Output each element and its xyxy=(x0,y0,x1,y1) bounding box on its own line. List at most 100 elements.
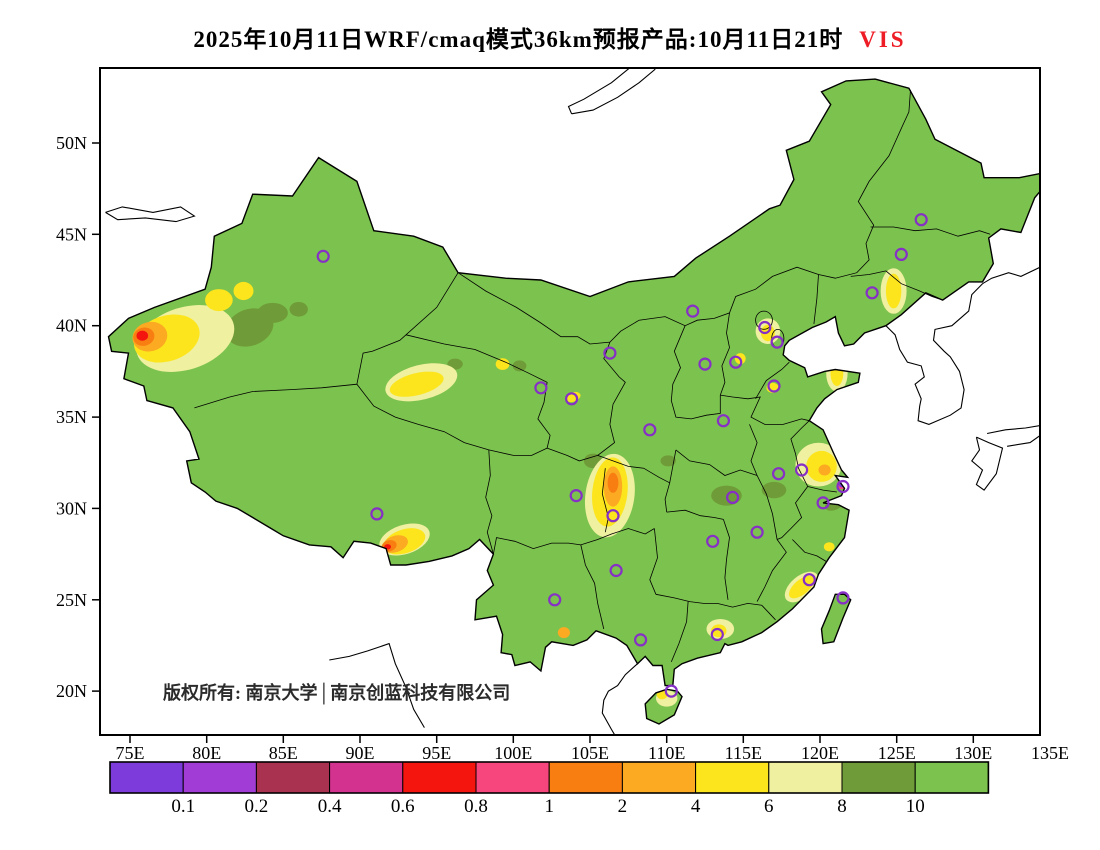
colorbar-segment xyxy=(402,761,477,794)
colorbar-segment xyxy=(768,761,843,794)
lon-label: 85E xyxy=(269,743,298,763)
colorbar-label: 8 xyxy=(837,796,847,817)
lon-label: 95E xyxy=(422,743,451,763)
colorbar-label: 2 xyxy=(618,796,628,817)
province-border xyxy=(807,486,837,493)
lat-label: 45N xyxy=(56,224,87,244)
map-canvas xyxy=(105,68,1040,735)
city-marker xyxy=(643,423,657,437)
city-marker xyxy=(770,335,784,349)
coastline xyxy=(1007,434,1040,447)
province-border xyxy=(457,89,911,345)
city-marker xyxy=(750,525,764,539)
coastline xyxy=(885,283,983,425)
province-border xyxy=(405,334,598,462)
city-marker xyxy=(802,573,816,587)
vis-patch xyxy=(257,302,288,323)
city-marker xyxy=(609,563,623,578)
colorbar-label: 0.2 xyxy=(245,796,269,817)
province-border xyxy=(723,519,730,600)
colorbar-segment xyxy=(255,761,331,794)
landmass xyxy=(108,79,1040,686)
country-border xyxy=(107,78,1040,687)
coastline xyxy=(982,266,1040,285)
colorbar-segment xyxy=(475,761,550,794)
city-marker xyxy=(706,534,720,548)
province-border xyxy=(720,394,810,425)
vis-patch xyxy=(607,472,619,493)
city-marker xyxy=(534,381,548,395)
colorbar-label: 0.4 xyxy=(318,796,342,817)
province-border xyxy=(719,312,730,396)
map-frame xyxy=(99,67,1041,736)
coastline xyxy=(601,663,638,735)
vis-patch xyxy=(818,464,831,476)
vis-patch xyxy=(389,371,444,397)
city-marker xyxy=(767,379,781,393)
province-border xyxy=(756,475,778,540)
province-border xyxy=(493,528,655,555)
city-marker xyxy=(569,489,583,503)
lat-label: 20N xyxy=(56,681,87,701)
colorbar-segment xyxy=(695,761,770,794)
colorbar-segment xyxy=(548,761,623,794)
lon-label: 120E xyxy=(801,743,839,763)
province-border xyxy=(670,601,689,663)
vis-patch xyxy=(289,302,308,317)
city-marker xyxy=(633,633,648,647)
coastline xyxy=(329,642,425,728)
vis-patch xyxy=(660,455,676,467)
vis-patch xyxy=(656,690,668,700)
city-marker xyxy=(698,357,712,371)
city-marker xyxy=(606,509,620,523)
province-border xyxy=(850,270,943,301)
city-marker xyxy=(710,627,724,642)
vis-patch xyxy=(205,289,233,312)
vis-patch xyxy=(830,360,844,387)
colorbar-label: 10 xyxy=(906,796,925,817)
city-marker xyxy=(894,247,908,261)
colorbar-segment xyxy=(621,761,697,794)
city-marker xyxy=(603,346,617,360)
country-border xyxy=(644,688,683,725)
province-border xyxy=(756,539,787,602)
visibility-field-layer xyxy=(132,268,907,707)
vis-patch xyxy=(557,627,571,639)
city-marker xyxy=(686,304,700,318)
city-marker xyxy=(548,593,562,607)
province-border xyxy=(792,539,827,562)
city-marker xyxy=(716,414,731,428)
lon-label: 105E xyxy=(571,743,609,763)
province-border xyxy=(870,226,991,237)
colorbar-segment xyxy=(329,761,404,794)
city-marker xyxy=(816,496,830,510)
province-border xyxy=(749,424,758,476)
colorbar-segment xyxy=(109,761,184,794)
province-border xyxy=(601,468,609,533)
city-marker-layer xyxy=(316,213,928,698)
lon-label: 75E xyxy=(116,743,145,763)
province-border xyxy=(664,482,671,513)
province-border xyxy=(655,593,776,621)
foreign-coastline-layer xyxy=(105,68,1040,735)
lat-label: 30N xyxy=(56,498,87,518)
city-marker xyxy=(794,463,809,477)
lon-label: 135E xyxy=(1031,743,1069,763)
colorbar-label: 0.8 xyxy=(464,796,488,817)
landmass xyxy=(821,594,851,644)
province-border xyxy=(675,449,758,476)
lat-label: 50N xyxy=(56,133,87,153)
province-border xyxy=(670,325,721,420)
city-marker xyxy=(729,355,743,369)
lon-label: 90E xyxy=(346,743,375,763)
city-marker xyxy=(316,249,330,263)
country-border xyxy=(820,593,852,645)
lon-label: 130E xyxy=(954,743,992,763)
lon-label: 80E xyxy=(192,743,221,763)
city-marker xyxy=(664,684,678,698)
lon-label: 100E xyxy=(494,743,532,763)
province-border xyxy=(603,341,626,405)
lat-label: 40N xyxy=(56,316,87,336)
colorbar-label: 0.1 xyxy=(171,796,195,817)
